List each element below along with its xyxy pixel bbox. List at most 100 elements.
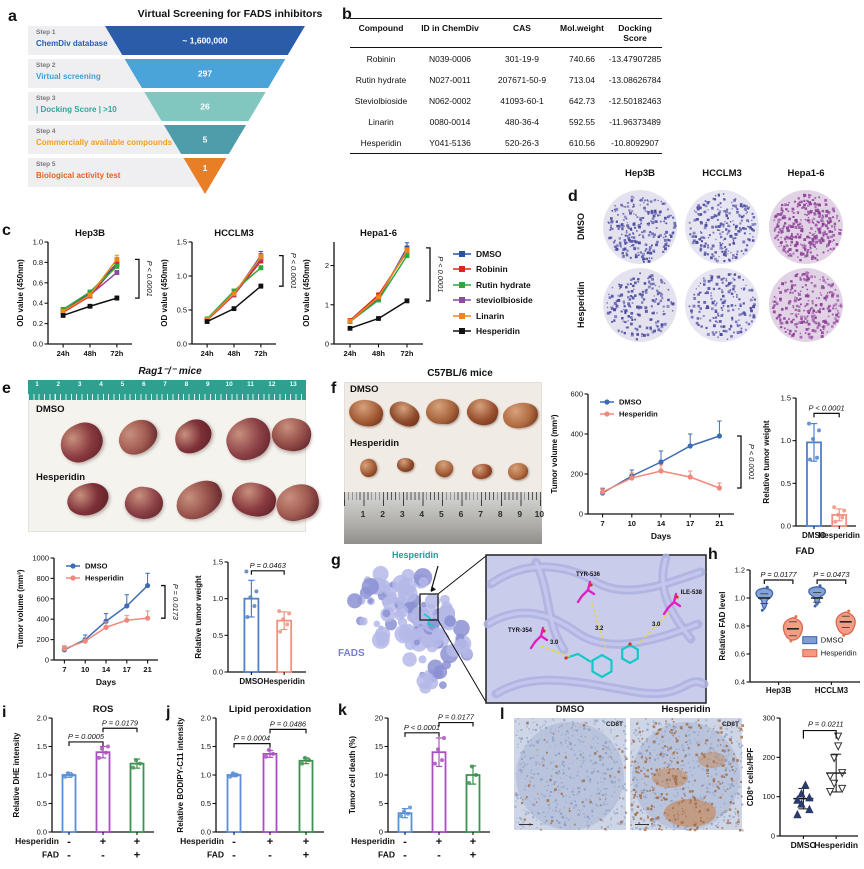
funnel-step-number: Step 1 [36, 29, 56, 36]
svg-text:5: 5 [379, 799, 383, 808]
table-cell: Hesperidin [360, 137, 402, 148]
svg-text:TYR-536: TYR-536 [576, 572, 601, 578]
docking-illustration: TYR-536 ILE-538 TYR-354 3.0 3.2 3.0 [347, 553, 709, 704]
colony-row-label: DMSO [576, 213, 586, 241]
column-header: ID in ChemDiv [421, 23, 479, 33]
ruler-number: 7 [163, 381, 167, 388]
svg-text:P = 0.0173: P = 0.0173 [171, 584, 180, 621]
tumor-specimen [272, 480, 323, 525]
chart-fad-level: 0.4 0.6 0.8 1.0 1.2 FAD Relative FAD level P = … [716, 544, 864, 702]
ruler-number: 1 [35, 381, 39, 388]
svg-text:0.5: 0.5 [781, 479, 791, 488]
svg-text:DMSO: DMSO [821, 636, 844, 645]
panel-letter-a: a [8, 8, 17, 25]
svg-text:1.0: 1.0 [735, 594, 745, 603]
svg-text:Hesperidin: Hesperidin [821, 649, 857, 658]
legend-label: Hesperidin [476, 326, 520, 337]
tumor-specimen [501, 400, 540, 431]
svg-text:600: 600 [36, 594, 49, 603]
svg-text:21: 21 [143, 665, 151, 674]
svg-text:P = 0.0177: P = 0.0177 [438, 713, 475, 722]
tumor-specimen [220, 412, 277, 466]
svg-text:0.0: 0.0 [201, 828, 211, 837]
svg-text:P < 0.0001: P < 0.0001 [436, 256, 445, 292]
svg-text:48h: 48h [372, 349, 385, 358]
svg-text:15: 15 [375, 742, 383, 751]
table-cell: Y041-5136 [429, 137, 471, 148]
ruler-number: 8 [184, 381, 189, 388]
table-cell: Robinin [366, 53, 396, 64]
svg-text:Hesperidin: Hesperidin [15, 836, 59, 846]
group-label-hesperidin: Hesperidin [350, 438, 400, 449]
panel-letter-l: l [500, 706, 505, 723]
table-cell: Linarin [368, 116, 394, 127]
svg-text:TYR-354: TYR-354 [508, 628, 533, 634]
panel-letter-i: i [2, 704, 7, 721]
svg-text:24h: 24h [344, 349, 357, 358]
svg-text:Hep3B: Hep3B [766, 686, 792, 695]
svg-text:0.8: 0.8 [735, 622, 745, 631]
panel-letter-k: k [338, 702, 347, 719]
svg-text:0.5: 0.5 [201, 799, 211, 808]
panel-letter-d: d [568, 188, 578, 205]
svg-text:Hesperidin: Hesperidin [180, 836, 224, 846]
ruler-number: 12 [268, 381, 276, 388]
table-cell: Steviolbioside [354, 95, 408, 106]
group-label-dmso: DMSO [36, 404, 65, 415]
svg-text:0.6: 0.6 [735, 650, 745, 659]
ruler-number: 2 [56, 381, 61, 388]
legend-label: steviolbioside [476, 295, 533, 306]
ruler-number: 6 [141, 381, 146, 388]
column-header: Docking Score [618, 23, 652, 43]
svg-text:2: 2 [325, 261, 329, 270]
table-cell: -11.96373489 [609, 116, 661, 127]
table-cell: 0080-0014 [429, 116, 471, 127]
svg-text:Hesperidin: Hesperidin [263, 677, 304, 686]
svg-text:200: 200 [36, 635, 49, 644]
panel-letter-g: g [331, 552, 341, 569]
chart-hepa16-viability: 0 1 2 Hepa1-6 OD value (450nm) 24h 48h 72h P < 0… [300, 226, 445, 366]
svg-text:0.0: 0.0 [37, 828, 47, 837]
svg-text:1.5: 1.5 [201, 742, 211, 751]
svg-text:Days: Days [96, 677, 117, 687]
panel-letter-h: h [708, 546, 718, 563]
svg-text:P = 0.0211: P = 0.0211 [808, 720, 844, 729]
rag1-tumor-photo: 1 2 3 4 5 6 7 8 9 10 11 12 13 DMSO Hesperidin [28, 380, 323, 532]
svg-text:Lipid peroxidation: Lipid peroxidation [229, 704, 312, 715]
svg-text:1.0: 1.0 [781, 436, 791, 445]
svg-text:DMSO: DMSO [239, 677, 263, 686]
svg-text:DMSO: DMSO [791, 840, 817, 850]
svg-text:14: 14 [102, 665, 111, 674]
svg-text:0: 0 [579, 510, 583, 519]
panel-letter-c: c [2, 222, 11, 239]
svg-text:10: 10 [375, 771, 383, 780]
chart-ros: 0.0 0.5 1.0 1.5 2.0 ROS Relative DHE intensity… [10, 702, 162, 866]
ruler-number: 4 [419, 509, 425, 519]
svg-text:10: 10 [81, 665, 89, 674]
colony-dish [685, 190, 759, 264]
funnel-step-label: Biological activity test [36, 171, 121, 180]
table-row: Rutin hydrate N027-0011 207671-50-9 713.04 -… [350, 69, 662, 90]
svg-text:72h: 72h [110, 349, 123, 358]
svg-text:800: 800 [36, 574, 49, 583]
ruler-number: 1 [360, 509, 366, 519]
group-label-dmso: DMSO [350, 384, 379, 395]
svg-text:300: 300 [762, 714, 775, 723]
svg-text:CD8⁺ cells/HPF: CD8⁺ cells/HPF [746, 748, 755, 807]
svg-text:400: 400 [36, 615, 49, 624]
svg-text:P < 0.0001: P < 0.0001 [808, 403, 844, 412]
ruler-number: 3 [77, 381, 82, 388]
svg-text:-: - [403, 850, 407, 862]
svg-text:0.5: 0.5 [177, 306, 187, 315]
svg-text:Hesperidin: Hesperidin [819, 531, 860, 540]
svg-text:1.2: 1.2 [735, 566, 745, 575]
svg-text:-: - [437, 850, 441, 862]
legend-label: DMSO [476, 248, 502, 259]
cell-line-label: Hep3B [624, 168, 656, 179]
svg-text:1000: 1000 [32, 554, 49, 563]
ruler-number: 7 [478, 509, 483, 519]
svg-text:0: 0 [325, 340, 329, 349]
svg-text:0.0: 0.0 [33, 340, 43, 349]
svg-text:Relative DHE intensity: Relative DHE intensity [12, 732, 21, 817]
tumor-specimen [385, 397, 424, 431]
